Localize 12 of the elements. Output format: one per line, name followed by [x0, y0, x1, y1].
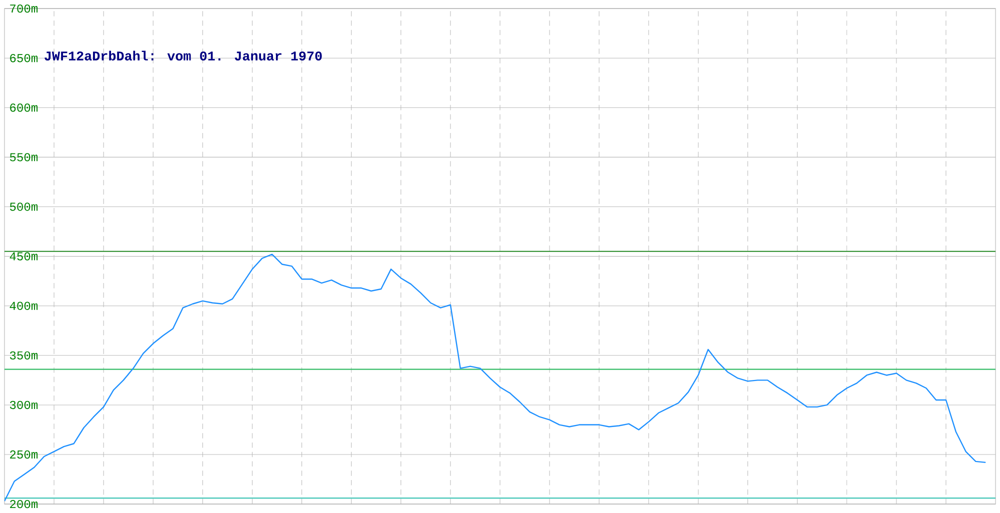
y-tick-label: 650m: [10, 54, 38, 62]
y-tick-label: 550m: [10, 152, 38, 162]
y-tick-label: 350m: [10, 351, 38, 360]
y-tick-label: 300m: [10, 400, 38, 409]
y-tick-label: 400m: [10, 302, 38, 310]
text: JWF12aDrbDahl: vom 01. Januar 1970: [44, 50, 322, 60]
y-tick-label: 250m: [10, 450, 38, 458]
y-tick-label: 200m: [10, 500, 38, 508]
y-tick-label: 500m: [10, 202, 38, 211]
y-tick-label: 600m: [10, 103, 38, 112]
y-tick-label: 700m: [10, 4, 38, 13]
y-tick-label: 450m: [10, 252, 38, 260]
